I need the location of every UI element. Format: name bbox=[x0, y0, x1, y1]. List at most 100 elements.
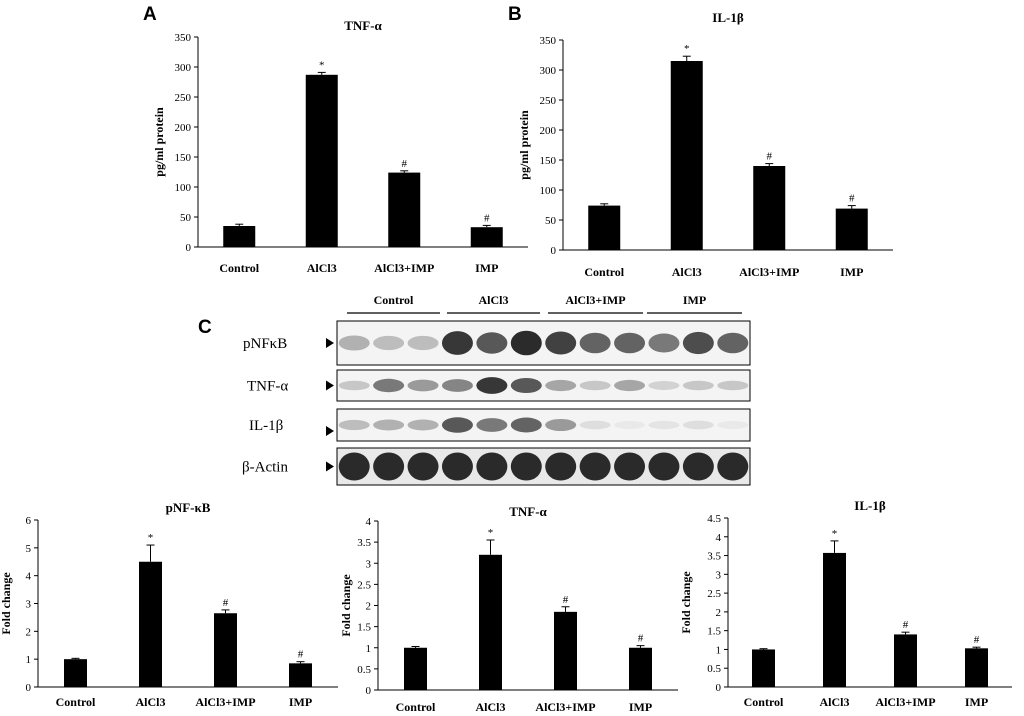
bar bbox=[305, 74, 338, 247]
category-label: Control bbox=[396, 700, 436, 714]
bar bbox=[139, 561, 162, 687]
y-tick-label: 0.5 bbox=[357, 664, 371, 676]
y-tick-label: 3 bbox=[26, 599, 32, 611]
blot-band bbox=[545, 452, 577, 481]
blot-band bbox=[441, 379, 473, 392]
category-label: AlCl3+IMP bbox=[875, 695, 935, 709]
category-label: AlCl3+IMP bbox=[535, 700, 595, 714]
blot-band bbox=[648, 420, 680, 430]
y-tick-label: 1 bbox=[716, 644, 722, 656]
blot-row-label: TNF-α bbox=[247, 379, 288, 395]
y-axis-label: Fold change bbox=[679, 571, 693, 634]
blot-group-label: Control bbox=[374, 293, 414, 307]
significance-marker: # bbox=[903, 619, 909, 631]
y-tick-label: 0 bbox=[366, 685, 372, 697]
bar bbox=[823, 552, 846, 687]
y-tick-label: 250 bbox=[540, 95, 557, 107]
y-tick-label: 1.5 bbox=[357, 622, 371, 634]
category-label: Control bbox=[584, 265, 624, 279]
blot-band bbox=[338, 452, 370, 481]
y-tick-label: 2 bbox=[716, 607, 722, 619]
significance-marker: * bbox=[148, 532, 154, 544]
blot-band bbox=[476, 418, 508, 432]
y-tick-label: 0 bbox=[716, 682, 722, 694]
blot-row-label: IL-1β bbox=[249, 418, 283, 434]
blot-band bbox=[476, 377, 508, 394]
y-tick-label: 1 bbox=[26, 654, 32, 666]
blot-band bbox=[614, 452, 646, 481]
y-tick-label: 6 bbox=[26, 515, 32, 527]
blot-band bbox=[510, 377, 542, 394]
y-tick-label: 0.5 bbox=[707, 663, 721, 675]
chart-c-tnf-alpha-fold: 0 0.5 1 1.5 2 2.5 3 3.5 4 TNF-α Fold change Control… bbox=[339, 504, 678, 714]
bar bbox=[835, 208, 868, 250]
chart-title: IL-1β bbox=[854, 498, 886, 513]
y-tick-label: 150 bbox=[540, 155, 557, 167]
blot-band bbox=[648, 381, 680, 390]
category-label: AlCl3 bbox=[672, 265, 702, 279]
bar bbox=[64, 659, 87, 687]
blot-band bbox=[510, 417, 542, 433]
significance-marker: # bbox=[767, 151, 773, 163]
significance-marker: * bbox=[319, 59, 325, 71]
significance-marker: # bbox=[563, 594, 569, 606]
significance-marker: # bbox=[223, 597, 229, 609]
y-tick-label: 0 bbox=[551, 245, 557, 257]
category-label: AlCl3+IMP bbox=[195, 695, 255, 709]
y-tick-label: 2.5 bbox=[707, 588, 721, 600]
y-tick-label: 4 bbox=[716, 532, 722, 544]
bar bbox=[894, 634, 917, 687]
blot-band bbox=[648, 452, 680, 481]
western-blot: Control AlCl3 AlCl3+IMP IMP pNFκB TNF-α IL-1β β… bbox=[242, 293, 751, 486]
y-tick-label: 2 bbox=[26, 626, 32, 638]
significance-marker: # bbox=[849, 193, 855, 205]
significance-marker: # bbox=[974, 634, 980, 646]
y-tick-label: 3 bbox=[366, 558, 372, 570]
chart-b-il-1beta: 0 50 100 150 200 250 300 350 IL-1β pg/ml protein C… bbox=[517, 10, 893, 279]
category-label: AlCl3 bbox=[820, 695, 850, 709]
blot-band bbox=[717, 332, 749, 354]
y-tick-label: 1.5 bbox=[707, 626, 721, 638]
y-tick-label: 1 bbox=[366, 643, 372, 655]
y-tick-label: 50 bbox=[545, 215, 557, 227]
chart-title: TNF-α bbox=[509, 504, 547, 519]
y-tick-label: 200 bbox=[175, 122, 192, 134]
blot-band bbox=[373, 452, 405, 481]
blot-band bbox=[373, 419, 405, 431]
blot-group-label: AlCl3+IMP bbox=[565, 293, 625, 307]
y-tick-label: 3.5 bbox=[357, 537, 371, 549]
blot-band bbox=[717, 452, 749, 481]
blot-band bbox=[545, 418, 577, 432]
panel-label-a: A bbox=[143, 4, 157, 25]
blot-band bbox=[717, 380, 749, 391]
blot-band bbox=[682, 420, 714, 430]
y-tick-label: 300 bbox=[175, 62, 192, 74]
blot-band bbox=[407, 419, 439, 431]
bar bbox=[470, 227, 503, 247]
blot-band bbox=[476, 452, 508, 481]
blot-band bbox=[441, 331, 473, 355]
y-tick-label: 2 bbox=[366, 601, 372, 613]
y-tick-label: 3 bbox=[716, 569, 722, 581]
bar bbox=[554, 611, 577, 690]
bar bbox=[223, 226, 256, 247]
bar bbox=[588, 205, 621, 250]
significance-marker: * bbox=[684, 43, 690, 55]
chart-c-il-1beta-fold: 0 0.5 1 1.5 2 2.5 3 3.5 4 4.5 IL-1β Fold change Cont… bbox=[679, 498, 1012, 709]
significance-marker: # bbox=[638, 633, 644, 645]
bar bbox=[670, 61, 703, 250]
bar bbox=[289, 663, 312, 687]
significance-marker: # bbox=[402, 158, 408, 170]
blot-arrow bbox=[326, 461, 334, 472]
y-tick-label: 0 bbox=[26, 682, 32, 694]
blot-band bbox=[545, 379, 577, 392]
category-label: AlCl3 bbox=[307, 261, 337, 275]
blot-band bbox=[579, 380, 611, 391]
y-tick-label: 5 bbox=[26, 543, 32, 555]
blot-group-label: AlCl3 bbox=[479, 293, 509, 307]
panel-label-b: B bbox=[508, 4, 522, 25]
y-tick-label: 2.5 bbox=[357, 579, 371, 591]
category-label: Control bbox=[56, 695, 96, 709]
panel-label-c: C bbox=[198, 317, 212, 338]
